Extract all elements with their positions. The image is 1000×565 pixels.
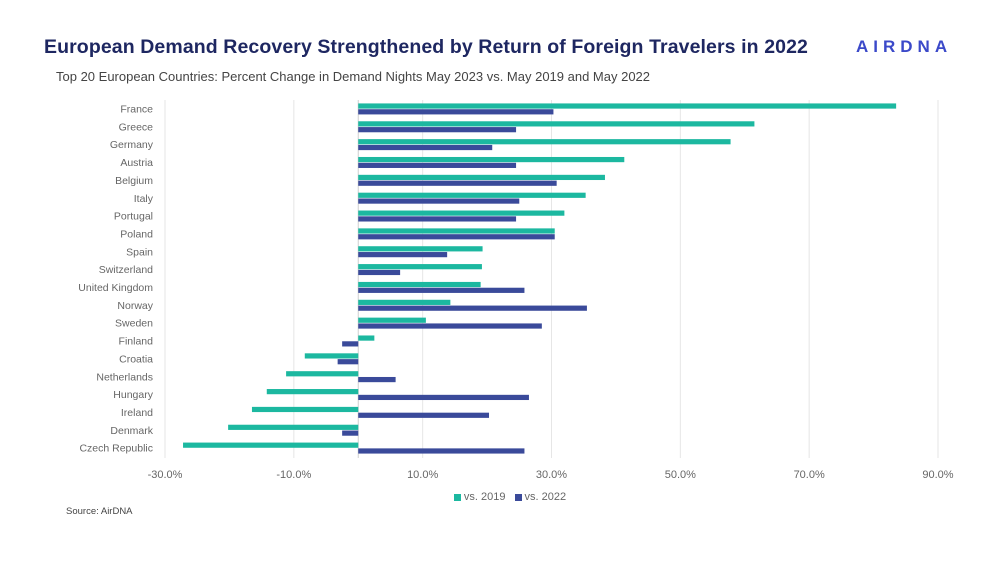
bar-vs2022 — [358, 216, 517, 222]
bar-vs2022 — [358, 269, 401, 276]
category-label: Germany — [110, 139, 154, 151]
bar-vs2019 — [358, 103, 897, 109]
bar-vs2022 — [358, 287, 525, 293]
category-label: United Kingdom — [78, 282, 153, 294]
category-label: Switzerland — [99, 264, 153, 276]
category-label: Croatia — [119, 353, 153, 365]
category-label: Austria — [120, 157, 153, 169]
bar-vs2019 — [358, 210, 565, 216]
bar-vs2019 — [358, 139, 731, 145]
bar-vs2019 — [286, 371, 359, 377]
bar-vs2019 — [358, 335, 375, 341]
category-label: Poland — [120, 228, 153, 240]
bar-vs2019 — [358, 299, 451, 305]
legend-swatch-vs2019 — [453, 493, 461, 501]
bar-vs2022 — [358, 127, 517, 133]
bar-vs2019 — [358, 121, 755, 127]
bar-vs2022 — [358, 323, 542, 329]
x-tick-label: 70.0% — [794, 469, 825, 481]
bar-vs2019 — [358, 246, 483, 252]
airdna-logo: AIRDNA — [856, 37, 953, 56]
category-label: Ireland — [121, 407, 153, 419]
chart-title: European Demand Recovery Strengthened by… — [44, 36, 808, 58]
x-tick-label: 10.0% — [407, 469, 438, 481]
bar-vs2022 — [358, 109, 554, 115]
legend-swatch-vs2022 — [514, 493, 522, 501]
bar-vs2022 — [358, 412, 490, 418]
category-label: Greece — [119, 121, 154, 133]
bar-vs2019 — [358, 228, 555, 234]
category-label: Italy — [134, 193, 154, 205]
bar-vs2022 — [358, 252, 448, 258]
legend-item-vs2019: vs. 2019 — [453, 491, 506, 503]
bar-vs2022 — [342, 430, 359, 436]
bar-vs2022 — [358, 234, 555, 240]
category-labels: France Greece Germany Austria Belgium Italy Po… — [78, 104, 153, 455]
category-label: Sweden — [115, 318, 153, 330]
bar-vs2022 — [358, 144, 493, 151]
bar-vs2019 — [358, 156, 625, 163]
bar-vs2019 — [358, 281, 481, 288]
x-tick-label: -10.0% — [276, 469, 311, 481]
category-label: Spain — [126, 246, 153, 258]
bar-vs2019 — [228, 424, 359, 430]
gridlines — [164, 100, 939, 458]
bar-vs2019 — [358, 317, 426, 323]
bar-vs2019 — [304, 353, 359, 359]
category-label: Hungary — [113, 389, 153, 401]
x-tick-label: 50.0% — [665, 469, 696, 481]
x-tick-label: -30.0% — [148, 469, 183, 481]
bar-vs2022 — [358, 448, 525, 454]
bar-vs2022 — [358, 394, 529, 401]
bar-vs2019 — [358, 264, 482, 270]
legend-item-vs2022: vs. 2022 — [514, 491, 567, 503]
bar-vs2019 — [251, 406, 359, 413]
category-label: Denmark — [110, 425, 153, 437]
bar-vs2019 — [358, 192, 586, 198]
legend-label-vs2022: vs. 2022 — [524, 491, 567, 503]
category-label: Portugal — [114, 211, 153, 223]
bar-vs2022 — [358, 376, 396, 383]
category-label: Norway — [117, 300, 153, 312]
bar-vs2022 — [358, 162, 517, 168]
bar-vs2022 — [337, 359, 359, 365]
bars — [183, 103, 897, 454]
x-tick-label: 30.0% — [536, 469, 567, 481]
bar-vs2019 — [358, 174, 605, 181]
bar-vs2019 — [266, 389, 359, 395]
category-label: Czech Republic — [79, 443, 153, 455]
category-label: Belgium — [115, 175, 153, 187]
legend: vs. 2019 vs. 2022 — [0, 491, 1000, 504]
bar-vs2022 — [358, 305, 587, 311]
bar-vs2022 — [358, 198, 520, 204]
legend-label-vs2019: vs. 2019 — [463, 491, 506, 503]
bar-vs2022 — [342, 341, 359, 347]
category-label: France — [120, 104, 153, 116]
category-label: Finland — [119, 336, 154, 348]
x-axis-tick-labels: -30.0% -10.0% 10.0% 30.0% 50.0% 70.0% 90.0% — [148, 469, 954, 481]
category-label: Netherlands — [96, 371, 153, 383]
bar-vs2019 — [183, 442, 359, 448]
bar-vs2022 — [358, 180, 557, 186]
source-note: Source: AirDNA — [66, 506, 133, 517]
chart-subtitle: Top 20 European Countries: Percent Chang… — [56, 69, 651, 84]
x-tick-label: 90.0% — [922, 469, 953, 481]
